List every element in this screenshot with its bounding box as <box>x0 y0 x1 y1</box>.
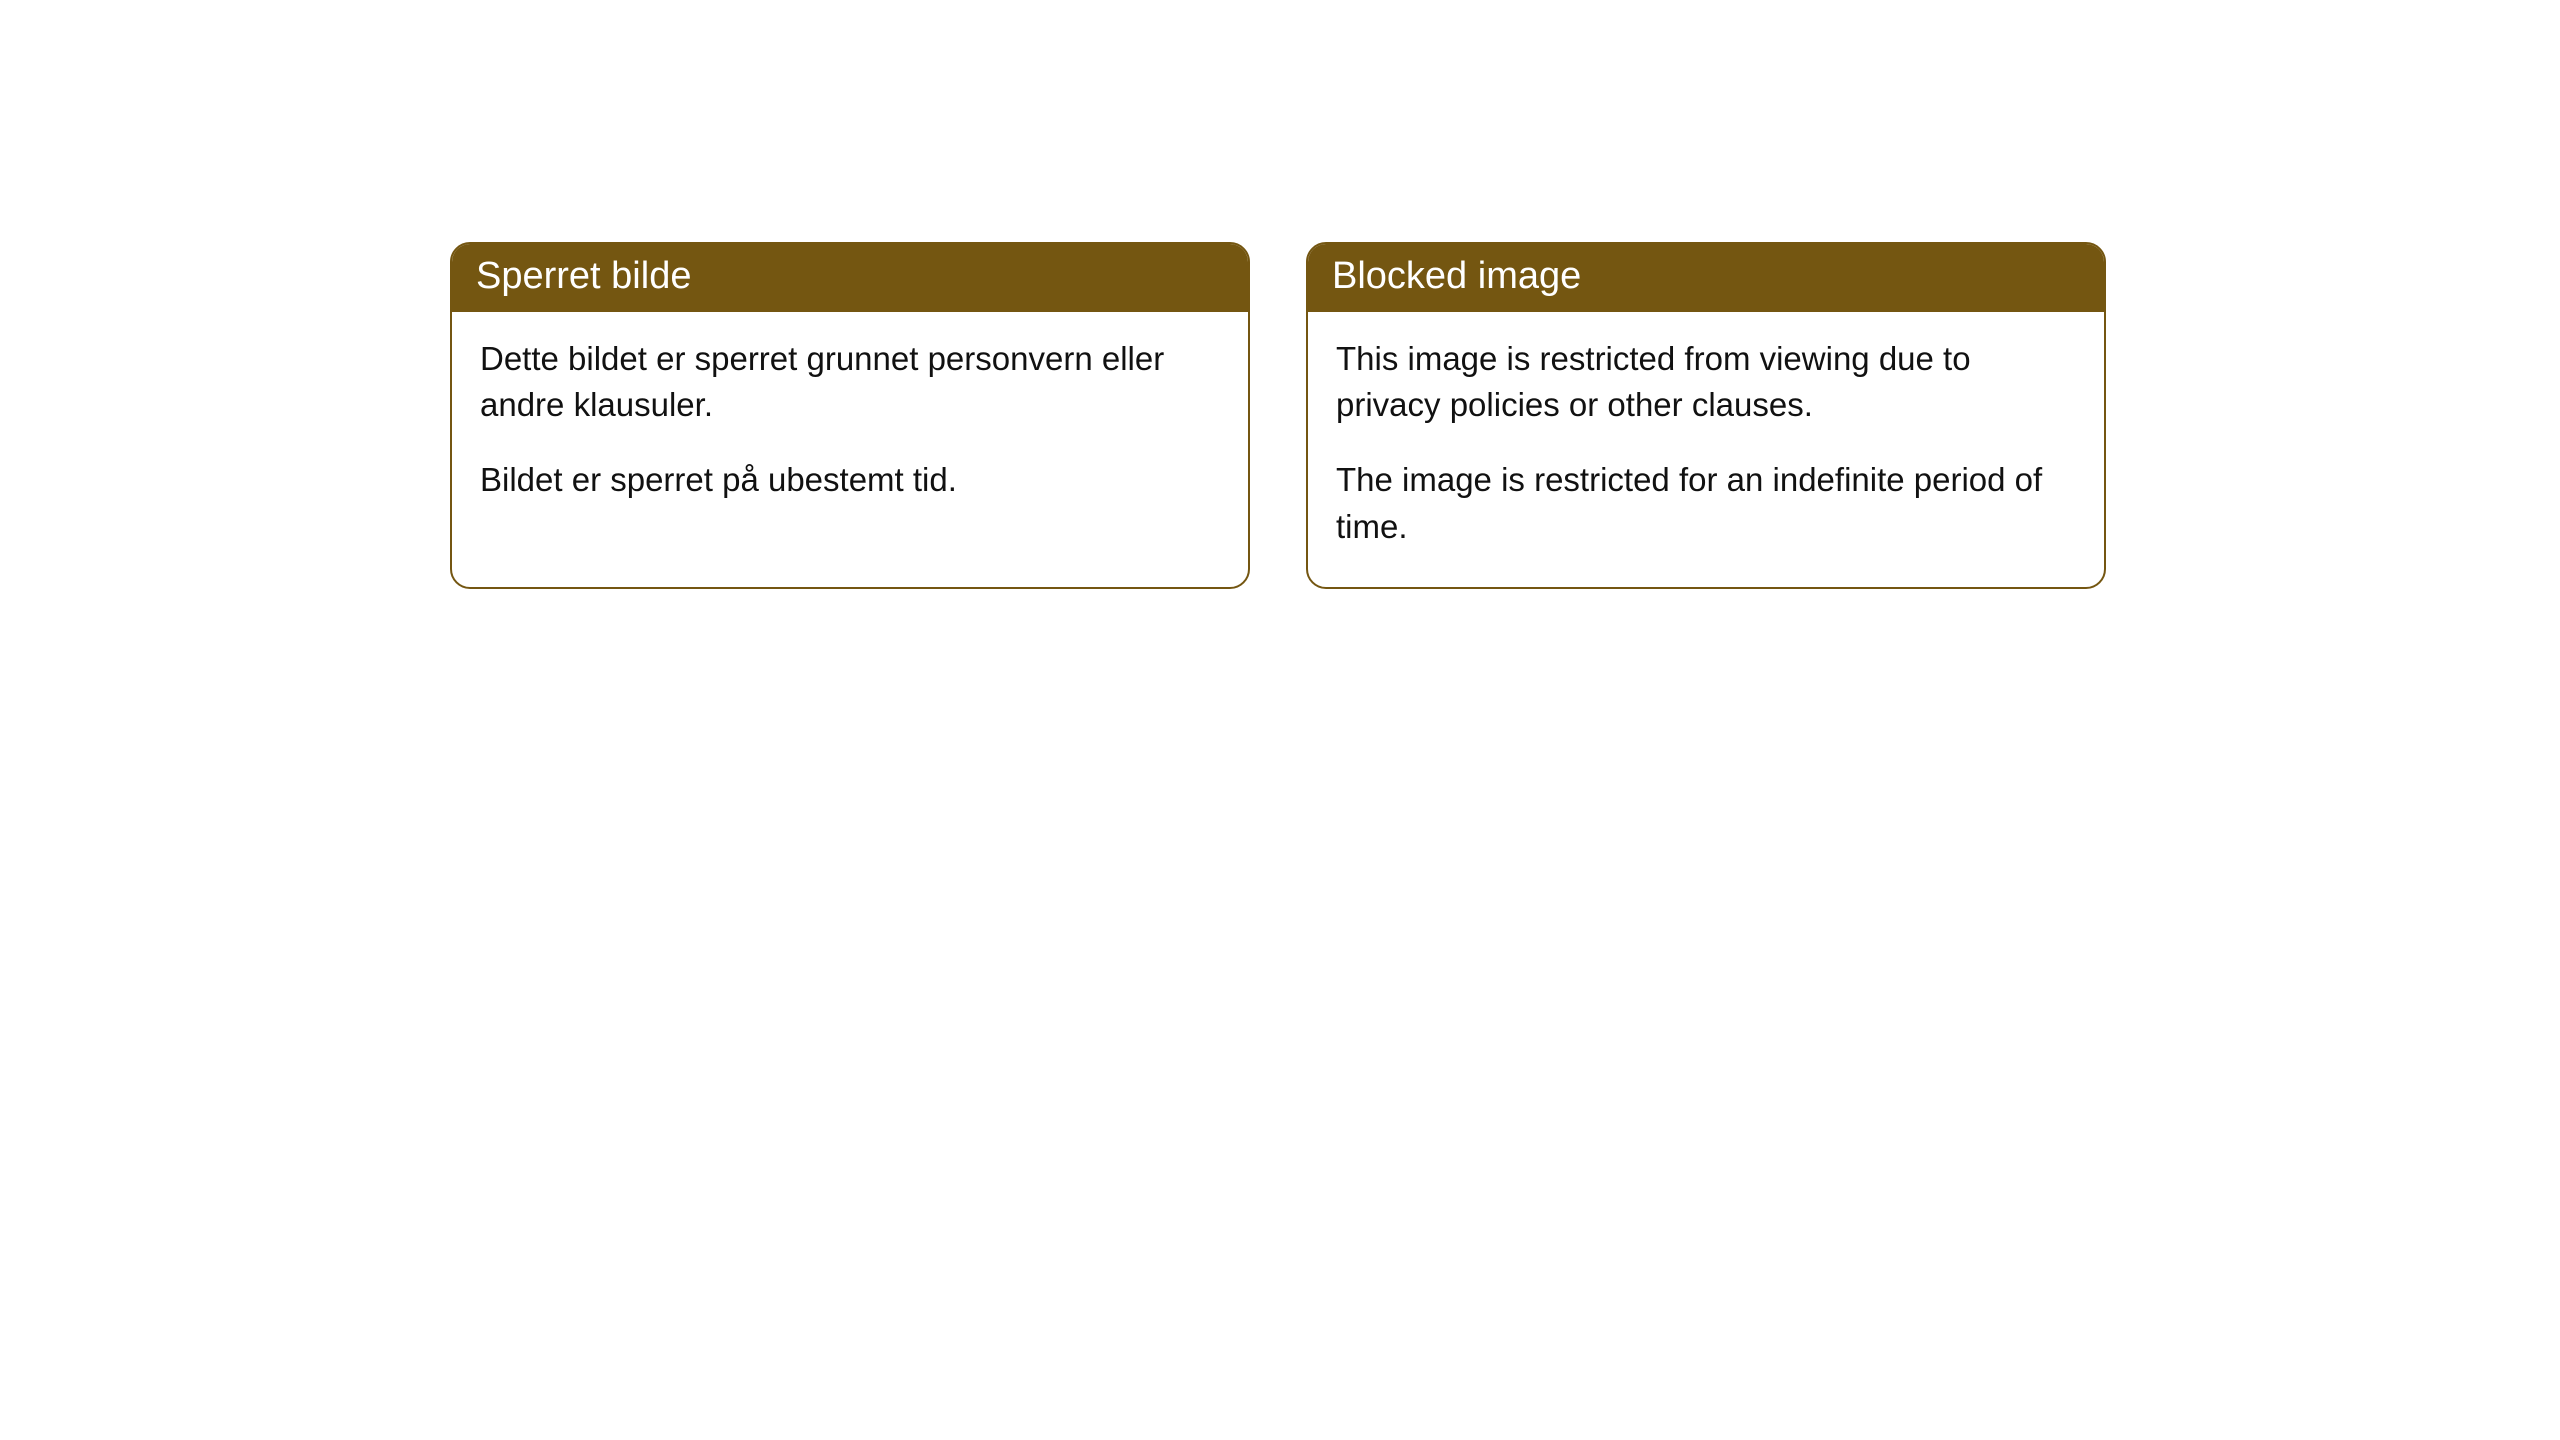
blocked-image-card-no: Sperret bilde Dette bildet er sperret gr… <box>450 242 1250 589</box>
blocked-image-card-en: Blocked image This image is restricted f… <box>1306 242 2106 589</box>
notice-cards-row: Sperret bilde Dette bildet er sperret gr… <box>0 0 2560 589</box>
card-paragraph: Bildet er sperret på ubestemt tid. <box>480 457 1220 504</box>
card-body: This image is restricted from viewing du… <box>1308 312 2104 587</box>
card-body: Dette bildet er sperret grunnet personve… <box>452 312 1248 541</box>
card-title: Blocked image <box>1308 244 2104 312</box>
card-paragraph: The image is restricted for an indefinit… <box>1336 457 2076 551</box>
card-paragraph: Dette bildet er sperret grunnet personve… <box>480 336 1220 430</box>
card-paragraph: This image is restricted from viewing du… <box>1336 336 2076 430</box>
card-title: Sperret bilde <box>452 244 1248 312</box>
